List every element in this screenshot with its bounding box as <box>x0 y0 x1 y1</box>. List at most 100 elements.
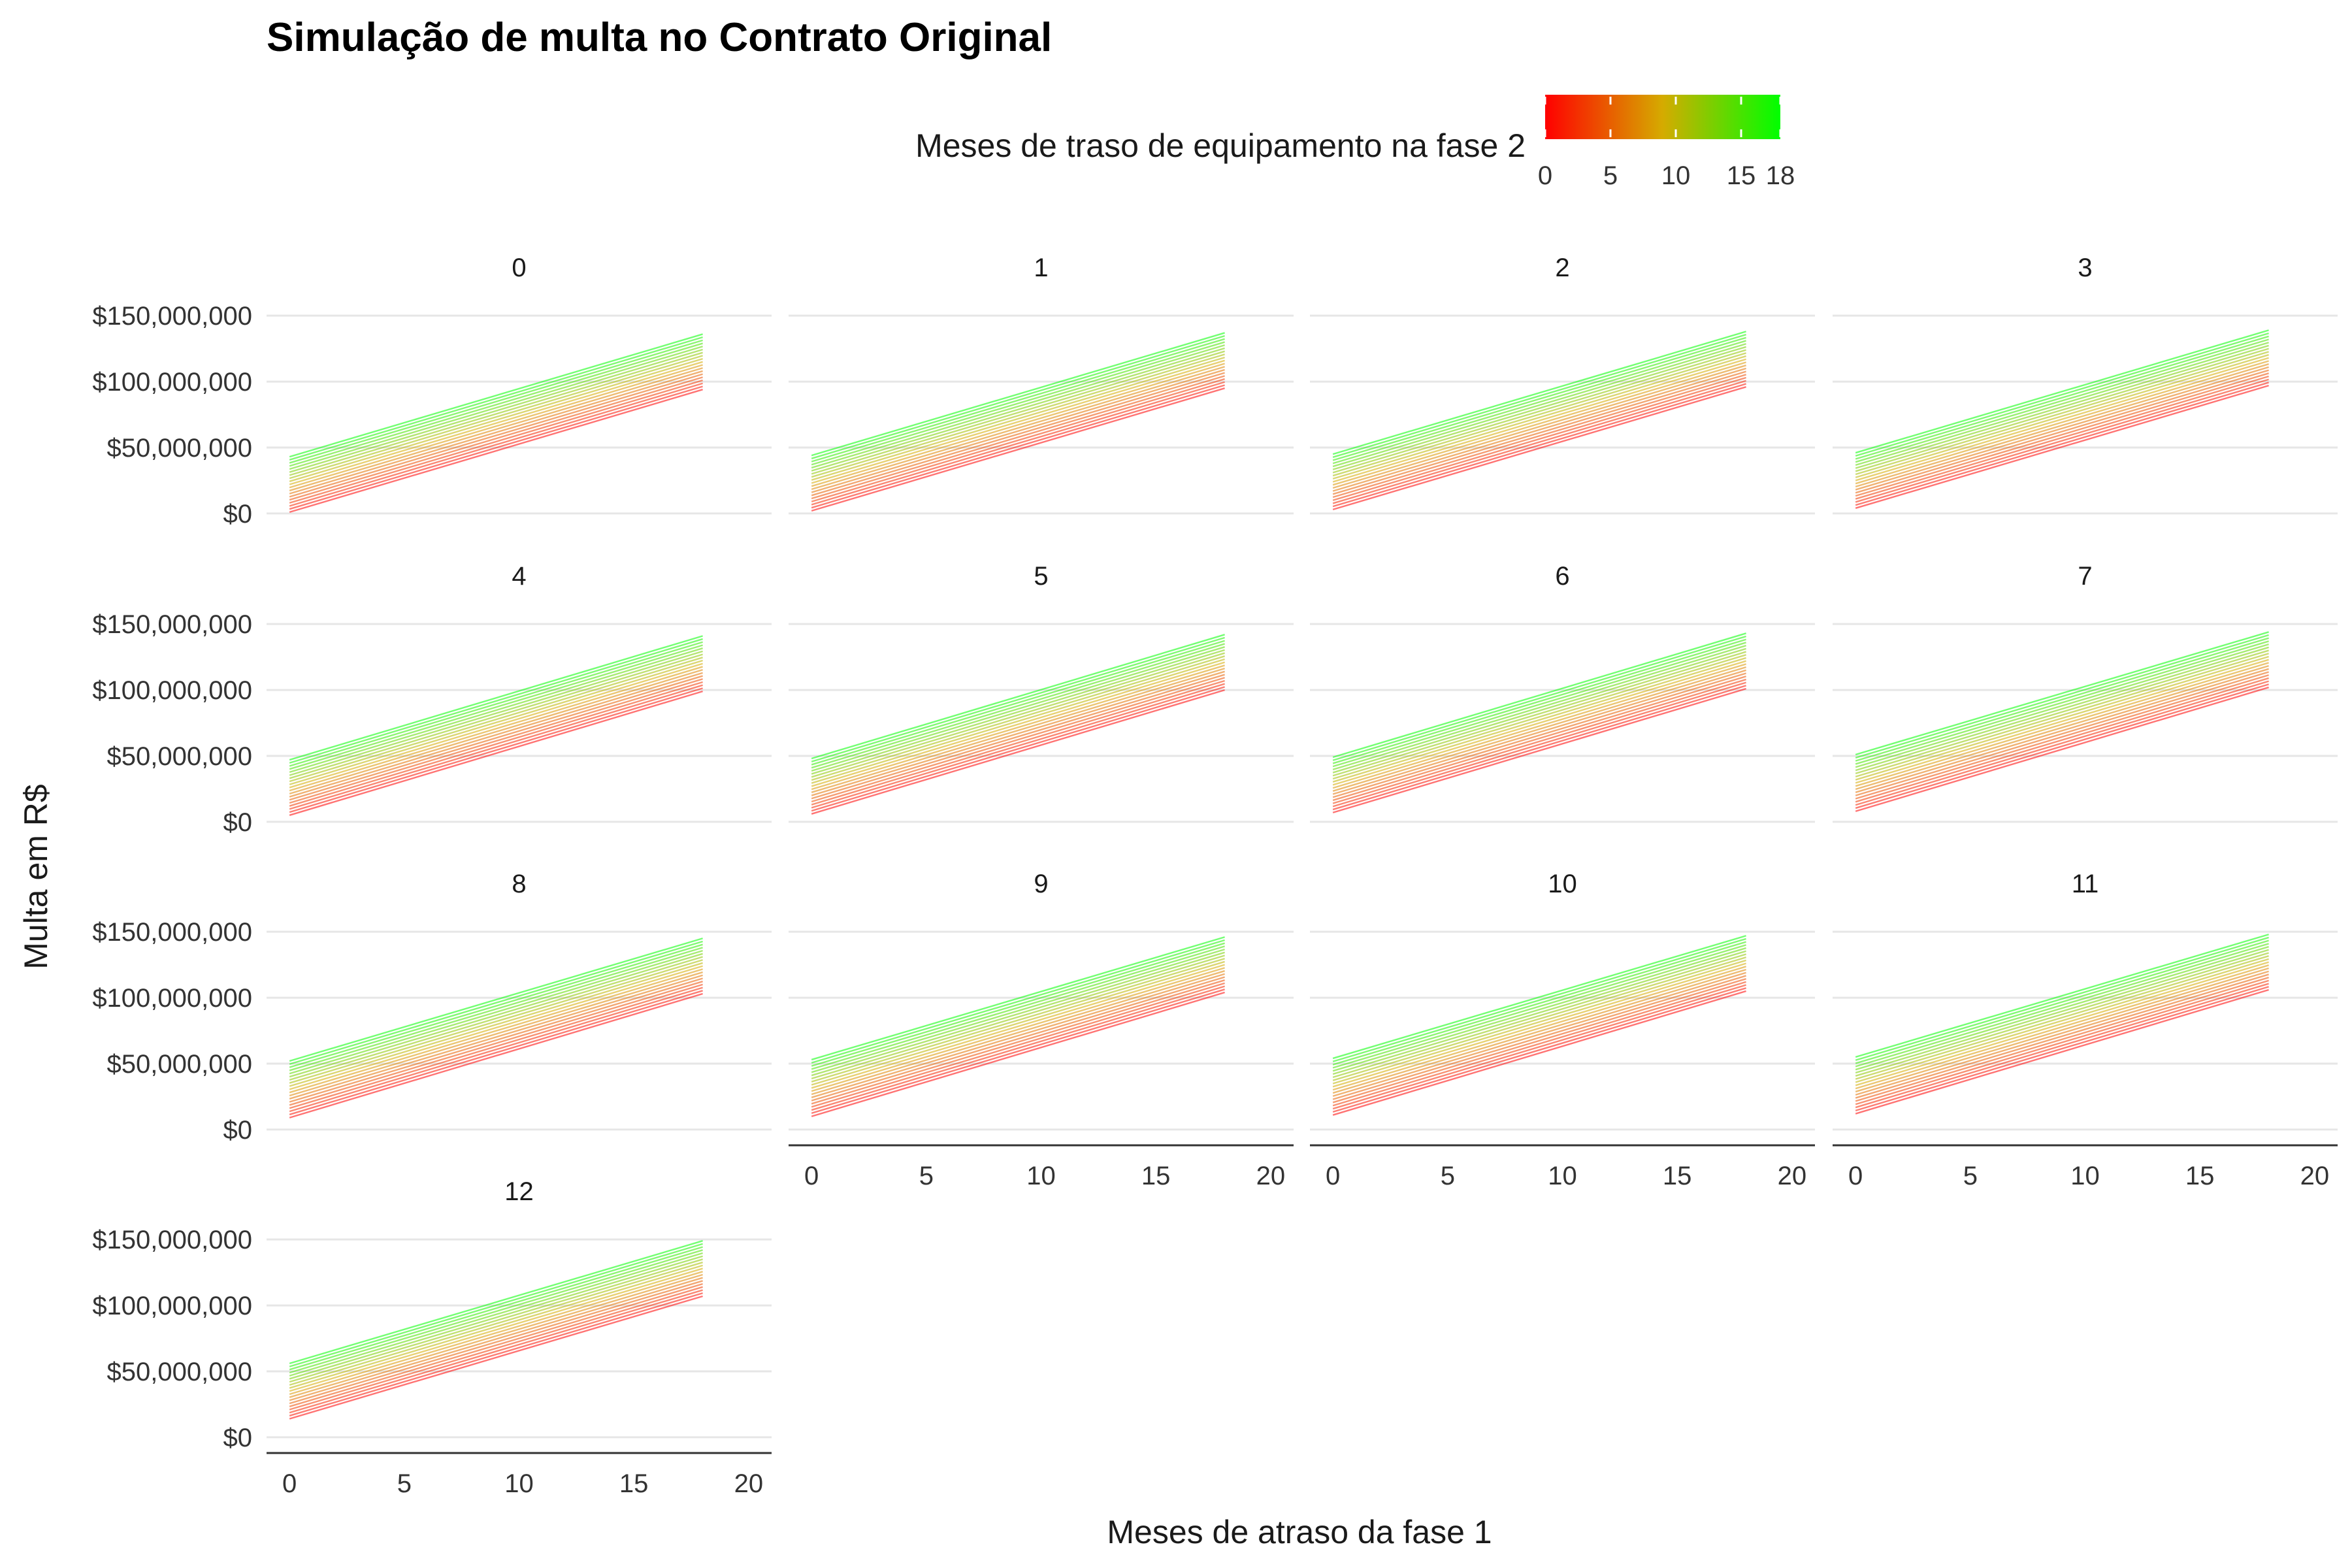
series-line-fase2-7 <box>1332 666 1746 792</box>
series-line-fase2-10 <box>289 962 703 1087</box>
series-line-fase2-13 <box>1332 950 1746 1075</box>
series-line-fase2-8 <box>289 968 703 1094</box>
facet-strip-label: 10 <box>1548 870 1577 898</box>
facet-strip-label: 4 <box>512 562 526 591</box>
series-line-fase2-0 <box>1332 386 1746 511</box>
x-tick-label: 0 <box>282 1469 297 1498</box>
series-line-fase2-15 <box>289 342 703 467</box>
series-line-fase2-1 <box>1855 986 2269 1112</box>
series-line-fase2-0 <box>811 689 1225 815</box>
series-line-fase2-14 <box>811 646 1225 772</box>
series-line-fase2-3 <box>1332 678 1746 804</box>
series-line-fase2-4 <box>1332 374 1746 498</box>
series-line-fase2-3 <box>289 379 703 504</box>
series-line-fase2-8 <box>811 363 1225 487</box>
series-line-fase2-12 <box>1332 651 1746 777</box>
series-line-fase2-1 <box>1855 683 2269 809</box>
series-line-fase2-18 <box>1855 934 2269 1058</box>
facet-strip-label: 5 <box>1034 562 1048 591</box>
facet-strip-label: 1 <box>1034 253 1048 282</box>
series-line-fase2-18 <box>811 936 1225 1061</box>
series-line-fase2-6 <box>289 1277 703 1401</box>
x-axis-label: Meses de atraso da fase 1 <box>1107 1514 1492 1550</box>
series-line-fase2-12 <box>811 350 1225 475</box>
series-line-fase2-0 <box>1855 988 2269 1115</box>
series-line-fase2-11 <box>289 355 703 480</box>
series-line-fase2-4 <box>1332 676 1746 802</box>
series-line-fase2-5 <box>289 977 703 1103</box>
series-line-fase2-5 <box>1855 671 2269 796</box>
series-line-fase2-6 <box>811 368 1225 493</box>
series-line-fase2-12 <box>289 653 703 779</box>
series-line-fase2-7 <box>1855 363 2269 488</box>
series-line-fase2-4 <box>811 677 1225 803</box>
series-line-fase2-2 <box>289 684 703 810</box>
series-line-fase2-16 <box>289 943 703 1068</box>
chart-title: Simulação de multa no Contrato Original <box>267 15 1052 60</box>
series-line-fase2-14 <box>1332 644 1746 771</box>
series-line-fase2-3 <box>289 983 703 1109</box>
series-line-fase2-11 <box>1855 955 2269 1080</box>
series-line-fase2-0 <box>1332 687 1746 813</box>
series-line-fase2-8 <box>811 967 1225 1092</box>
series-line-fase2-15 <box>1855 943 2269 1068</box>
series-line-fase2-7 <box>289 367 703 492</box>
series-line-fase2-0 <box>811 387 1225 512</box>
series-line-fase2-10 <box>811 658 1225 784</box>
series-line-fase2-5 <box>289 675 703 801</box>
series-line-fase2-16 <box>1332 336 1746 461</box>
series-line-fase2-14 <box>1855 945 2269 1071</box>
y-tick-label: $100,000,000 <box>92 984 252 1013</box>
series-line-fase2-2 <box>289 382 703 507</box>
x-tick-label: 5 <box>397 1469 412 1498</box>
facet-strip-label: 3 <box>2078 253 2092 282</box>
series-line-fase2-4 <box>1855 976 2269 1102</box>
series-line-fase2-16 <box>1332 638 1746 764</box>
series-line-fase2-11 <box>1332 352 1746 477</box>
series-line-fase2-1 <box>1855 382 2269 506</box>
series-line-fase2-17 <box>289 1243 703 1367</box>
x-tick-label: 10 <box>1026 1162 1056 1190</box>
series-line-fase2-9 <box>1855 357 2269 482</box>
series-line-fase2-8 <box>1855 662 2269 787</box>
series-line-fase2-8 <box>811 664 1225 791</box>
series-line-fase2-5 <box>1855 973 2269 1099</box>
facet-panel-3: 3 <box>1833 253 2338 515</box>
y-tick-label: $150,000,000 <box>92 1226 252 1254</box>
series-line-fase2-9 <box>1332 660 1746 786</box>
series-line-fase2-7 <box>289 1273 703 1398</box>
y-tick-label: $150,000,000 <box>92 610 252 639</box>
series-line-fase2-0 <box>289 992 703 1119</box>
series-line-fase2-8 <box>1855 964 2269 1090</box>
series-line-fase2-6 <box>289 974 703 1100</box>
series-line-fase2-9 <box>289 965 703 1090</box>
x-tick-label: 20 <box>1256 1162 1286 1190</box>
series-line-fase2-0 <box>1855 384 2269 509</box>
series-line-fase2-8 <box>289 1271 703 1396</box>
series-line-fase2-18 <box>1855 329 2269 454</box>
facet-panel-7: 7 <box>1833 562 2338 823</box>
series-line-fase2-11 <box>811 655 1225 781</box>
series-line-fase2-15 <box>1332 944 1746 1069</box>
facet-strip-label: 11 <box>2072 870 2099 898</box>
x-tick-label: 20 <box>734 1469 764 1498</box>
facet-panel-5: 5 <box>789 562 1294 823</box>
series-line-fase2-0 <box>289 1295 703 1420</box>
series-line-fase2-7 <box>811 667 1225 793</box>
series-line-fase2-11 <box>289 657 703 783</box>
x-tick-label: 10 <box>1548 1162 1577 1190</box>
series-line-fase2-4 <box>811 979 1225 1105</box>
series-line-fase2-17 <box>1332 333 1746 458</box>
series-line-fase2-6 <box>289 370 703 495</box>
series-line-fase2-1 <box>1332 383 1746 508</box>
series-line-fase2-3 <box>1855 677 2269 803</box>
series-line-fase2-1 <box>289 385 703 510</box>
facet-strip-label: 7 <box>2078 562 2092 591</box>
facet-panel-6: 6 <box>1310 562 1815 823</box>
series-line-fase2-4 <box>289 1282 703 1407</box>
series-line-fase2-13 <box>289 650 703 776</box>
series-line-fase2-11 <box>1855 351 2269 476</box>
facet-panel-12: 12 $0 $50,000,000 $100,000,000 $150,000,000 0… <box>92 1177 772 1498</box>
legend-title: Meses de traso de equipamento na fase 2 <box>915 127 1526 164</box>
